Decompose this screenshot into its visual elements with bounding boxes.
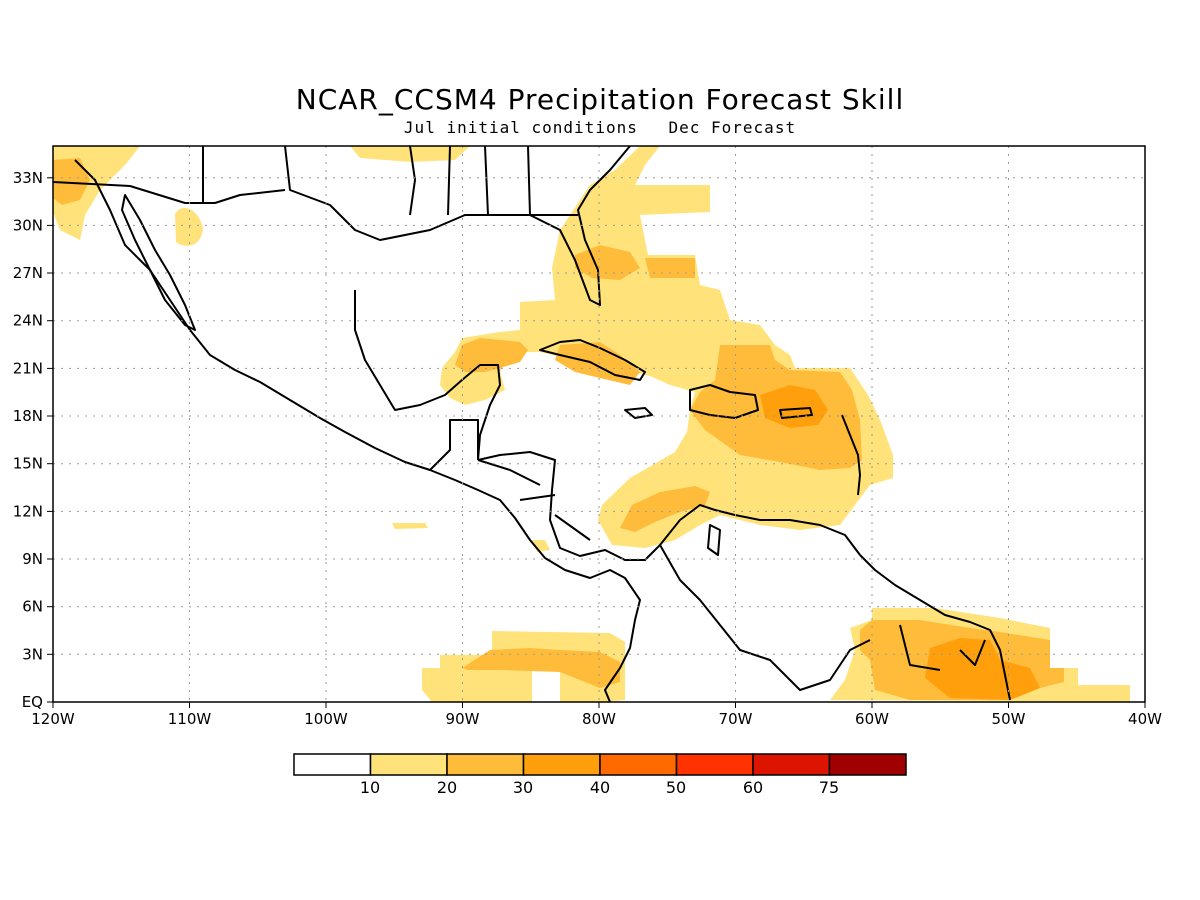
x-tick-labels: 120W 110W 100W 90W 80W 70W 60W 50W 40W (31, 710, 1162, 728)
x-tick-label: 40W (1128, 710, 1162, 728)
skill-shading (53, 146, 1130, 702)
colorbar-box (675, 753, 754, 776)
y-tick-label: 18N (13, 407, 43, 425)
coast-central-america-caribbean (477, 451, 861, 561)
coast-baja (121, 194, 196, 331)
map-subtitle: Jul initial conditions Dec Forecast (0, 118, 1200, 137)
y-tick-label: 30N (13, 216, 43, 234)
x-tick-label: 110W (168, 710, 212, 728)
border-us-mexico (53, 181, 286, 204)
colorbar-label: 20 (437, 778, 457, 797)
coast-jamaica (624, 407, 653, 419)
border-us-states (202, 146, 578, 216)
colorbar-box (369, 753, 448, 776)
colorbar-box (828, 753, 907, 776)
colorbar-box (752, 753, 831, 776)
shade-guianas-peak (925, 638, 1040, 700)
y-tick-label: 33N (13, 169, 43, 187)
coastlines (53, 146, 1011, 702)
y-tick-label: 6N (22, 598, 43, 616)
x-tick-label: 120W (31, 710, 75, 728)
subtitle-forecast-month: Dec Forecast (668, 118, 797, 137)
coast-hispaniola (689, 384, 759, 419)
coast-puerto-rico (779, 407, 813, 419)
x-tick-label: 90W (446, 710, 480, 728)
skill-level-10-20 (53, 146, 1130, 702)
colorbar-label: 30 (513, 778, 533, 797)
colorbar-box (599, 753, 678, 776)
coast-lake-maracaibo (707, 524, 721, 556)
shade-nw-mexico-core (53, 158, 90, 205)
y-tick-label: 12N (13, 502, 43, 520)
shade-hispaniola-peak (760, 385, 828, 428)
grid-lines (53, 146, 1145, 702)
y-tick-label: 3N (22, 645, 43, 663)
shade-cuba-core (555, 342, 640, 385)
y-tick-label: 21N (13, 359, 43, 377)
shade-gulf-north (350, 146, 470, 162)
shade-yucatan-core (455, 338, 528, 372)
colorbar-label: 40 (590, 778, 610, 797)
x-tick-label: 80W (582, 710, 616, 728)
x-tick-label: 100W (304, 710, 348, 728)
skill-level-30-40 (760, 385, 1040, 700)
shade-pacific-core (462, 648, 620, 688)
coast-lesser-antilles (841, 414, 861, 496)
y-tick-label: EQ (22, 693, 43, 711)
coast-mexico-gulf (354, 290, 501, 461)
colorbar-label: 60 (743, 778, 763, 797)
colorbar-box (522, 753, 601, 776)
skill-level-20-30 (53, 158, 1064, 700)
colorbar-box (446, 753, 525, 776)
coast-mexico-pacific (74, 159, 641, 702)
colorbar-label: 75 (819, 778, 839, 797)
colorbar-label: 10 (360, 778, 380, 797)
subtitle-initial-conditions: Jul initial conditions (403, 118, 638, 137)
x-tick-label: 70W (719, 710, 753, 728)
y-tick-label: 9N (22, 550, 43, 568)
border-central-america (429, 419, 591, 541)
y-tick-labels: EQ 3N 6N 9N 12N 15N 18N 21N 24N 27N 30N … (13, 169, 43, 711)
coast-south-america-north (859, 554, 1011, 701)
map-title: NCAR_CCSM4 Precipitation Forecast Skill (295, 83, 905, 116)
shade-pacific-strip (392, 523, 428, 529)
y-tick-label: 27N (13, 264, 43, 282)
x-tick-label: 50W (992, 710, 1026, 728)
y-tick-label: 15N (13, 455, 43, 473)
colorbar-box (293, 753, 372, 776)
tick-marks (47, 177, 1146, 708)
coast-gulf (284, 146, 631, 306)
y-tick-label: 24N (13, 312, 43, 330)
x-tick-label: 60W (855, 710, 889, 728)
shade-bahamas-core (645, 258, 695, 278)
shade-caribbean-core (620, 486, 710, 532)
colorbar: 10 20 30 40 50 60 75 (293, 753, 907, 797)
border-south-america (659, 544, 986, 691)
coast-cuba (539, 339, 646, 381)
colorbar-label: 50 (666, 778, 686, 797)
